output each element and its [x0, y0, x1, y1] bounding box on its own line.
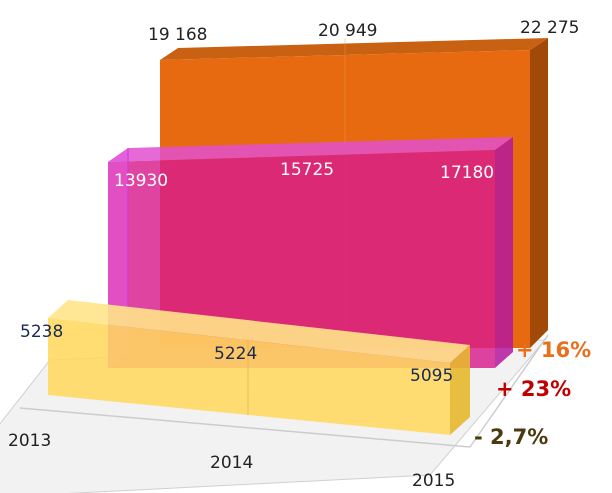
- value-label: 13930: [114, 171, 168, 191]
- change-label-orange: + 16%: [516, 338, 591, 362]
- magenta-side: [495, 137, 513, 368]
- value-label: 5224: [214, 344, 257, 364]
- x-tick-label: 2013: [8, 431, 51, 451]
- value-label: 5238: [20, 322, 63, 342]
- x-tick-label: 2015: [412, 471, 455, 491]
- value-label: 5095: [410, 366, 453, 386]
- orange-side: [530, 38, 548, 348]
- change-label-yellow: - 2,7%: [474, 425, 548, 449]
- x-tick-label: 2014: [210, 453, 253, 473]
- change-label-magenta: + 23%: [496, 377, 571, 401]
- value-label: 17180: [440, 163, 494, 183]
- value-label: 22 275: [520, 18, 579, 38]
- value-label: 15725: [280, 160, 334, 180]
- value-label: 20 949: [318, 21, 377, 41]
- value-label: 19 168: [148, 25, 207, 45]
